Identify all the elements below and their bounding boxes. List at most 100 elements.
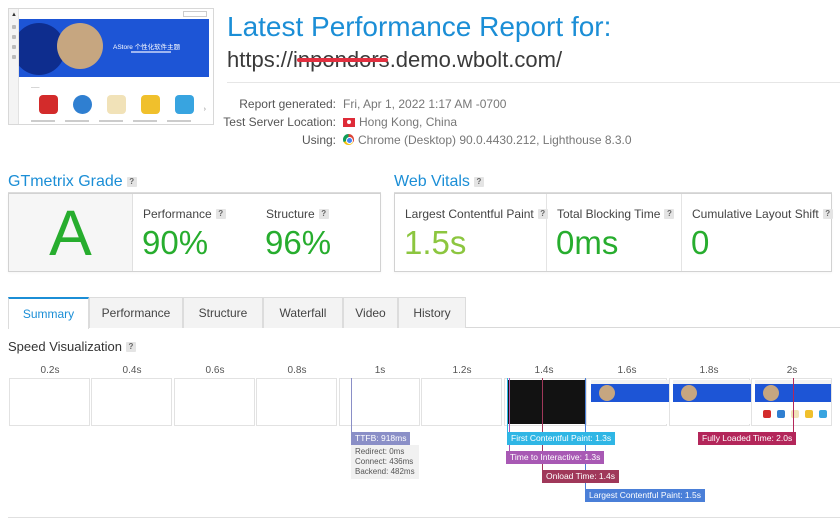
report-meta: Report generated: Fri, Apr 1, 2022 1:17 … (200, 96, 840, 150)
lcp-value: 1.5s (404, 224, 467, 261)
ttfb-breakdown: Redirect: 0ms Connect: 436ms Backend: 48… (351, 445, 419, 479)
tbt-vital: Total Blocking Time? 0ms (546, 194, 681, 271)
onload-marker[interactable]: Onload Time: 1.4s (542, 470, 619, 483)
thumbnail-hero-text: AStore 个性化软件主题 (113, 44, 181, 51)
timeline-tick: 0.6s (205, 365, 225, 376)
performance-score: Performance? 90% (133, 194, 256, 271)
tab-summary[interactable]: Summary (8, 297, 89, 329)
meta-key: Test Server Location: (223, 115, 336, 129)
structure-score: Structure? 96% (256, 194, 380, 271)
cls-vital: Cumulative Layout Shift? 0 (681, 194, 833, 271)
lcp-vital: Largest Contentful Paint? 1.5s (395, 194, 548, 271)
meta-value: Hong Kong, China (359, 115, 458, 129)
report-url[interactable]: https://inpondors .demo.wbolt.com/ (227, 47, 562, 73)
thumbnail-app-icons (39, 95, 194, 114)
url-prefix: https:// (227, 47, 294, 72)
meta-value-wrap: Chrome (Desktop) 90.0.4430.212, Lighthou… (343, 133, 632, 147)
thumbnail-hero-banner: AStore 个性化软件主题 (19, 19, 209, 77)
timeline-tick: 2s (786, 365, 798, 376)
filmstrip-frame[interactable] (421, 378, 502, 426)
timeline-tick: 1.6s (617, 365, 637, 376)
cls-help-icon[interactable]: ? (822, 209, 833, 219)
meta-report-generated: Report generated: Fri, Apr 1, 2022 1:17 … (200, 96, 840, 114)
thumbnail-next-arrow-icon: › (203, 106, 206, 113)
meta-key: Using: (301, 133, 336, 147)
web-vitals-heading: Web Vitals? (394, 173, 484, 191)
structure-value: 96% (265, 224, 332, 261)
thumbnail-section-label: ─── (31, 85, 40, 90)
vitals-help-icon[interactable]: ? (473, 177, 484, 187)
page-screenshot-thumbnail[interactable]: ▲ AStore 个性化软件主题 ─── › (8, 8, 214, 125)
meta-key: Report generated: (239, 97, 336, 111)
ttfb-redirect: Redirect: 0ms (355, 447, 405, 456)
cls-value: 0 (691, 224, 710, 261)
timeline-tick: 0.2s (40, 365, 60, 376)
lcp-help-icon[interactable]: ? (537, 209, 548, 219)
report-title: Latest Performance Report for: (227, 11, 612, 42)
lcp-marker[interactable]: Largest Contentful Paint: 1.5s (585, 489, 705, 502)
filmstrip-screenshot (673, 380, 751, 424)
tab-video[interactable]: Video (343, 297, 398, 328)
web-vitals-panel: Largest Contentful Paint? 1.5s Total Blo… (394, 193, 833, 272)
tti-marker[interactable]: Time to Interactive: 1.3s (506, 451, 605, 464)
tab-structure[interactable]: Structure (183, 297, 263, 328)
bottom-divider (8, 517, 840, 518)
thumbnail-search-box (183, 11, 207, 17)
redaction-strike (297, 58, 388, 62)
tbt-help-icon[interactable]: ? (664, 209, 675, 219)
tab-history[interactable]: History (398, 297, 466, 328)
filmstrip-frame[interactable] (256, 378, 337, 426)
thumbnail-logo-icon: ▲ (11, 12, 17, 18)
timeline-tick: 1.8s (699, 365, 719, 376)
meta-value: Chrome (Desktop) 90.0.4430.212, Lighthou… (358, 133, 632, 147)
url-suffix: .demo.wbolt.com/ (389, 47, 563, 72)
ttfb-line (351, 378, 352, 432)
timeline-tick: 1s (374, 365, 386, 376)
hong-kong-flag-icon (343, 118, 355, 127)
fully-loaded-marker[interactable]: Fully Loaded Time: 2.0s (698, 432, 797, 445)
performance-label: Performance? (143, 207, 226, 221)
filmstrip-frame[interactable] (339, 378, 420, 426)
performance-value: 90% (142, 224, 209, 261)
gtmetrix-grade-heading: GTmetrix Grade? (8, 173, 137, 191)
filmstrip-frame[interactable] (174, 378, 255, 426)
url-redacted-part: inpondors (293, 47, 390, 72)
tab-waterfall[interactable]: Waterfall (263, 297, 343, 328)
grade-badge: A (9, 194, 133, 271)
speed-help-icon[interactable]: ? (125, 342, 136, 352)
meta-server-location: Test Server Location: Hong Kong, China (200, 114, 840, 132)
header-divider (227, 82, 840, 83)
tab-performance[interactable]: Performance (89, 297, 183, 328)
filmstrip-frame[interactable] (91, 378, 172, 426)
report-tabs: Summary Performance Structure Waterfall … (8, 297, 840, 329)
meta-value: Fri, Apr 1, 2022 1:17 AM -0700 (343, 97, 507, 111)
meta-using: Using: Chrome (Desktop) 90.0.4430.212, L… (200, 132, 840, 150)
vitals-heading-divider (394, 192, 832, 193)
filmstrip-screenshot (591, 380, 669, 424)
gtmetrix-grade-panel: A Performance? 90% Structure? 96% (8, 193, 381, 272)
tti-line (509, 378, 510, 451)
ttfb-marker[interactable]: TTFB: 918ms (351, 432, 411, 445)
tbt-value: 0ms (556, 224, 619, 261)
chrome-icon (343, 134, 354, 145)
filmstrip-frame[interactable] (9, 378, 90, 426)
ttfb-backend: Backend: 482ms (355, 467, 415, 476)
fcp-marker[interactable]: First Contentful Paint: 1.3s (507, 432, 616, 445)
structure-label: Structure? (266, 207, 329, 221)
thumbnail-sidebar: ▲ (9, 9, 19, 124)
timeline-tick: 0.8s (287, 365, 307, 376)
grade-heading-divider (8, 192, 381, 193)
timeline-tick: 1.4s (534, 365, 554, 376)
structure-help-icon[interactable]: ? (318, 209, 329, 219)
cls-label: Cumulative Layout Shift? (692, 207, 833, 221)
fully-loaded-line (793, 378, 794, 432)
timeline-tick: 0.4s (122, 365, 142, 376)
timeline-tick: 1.2s (452, 365, 472, 376)
ttfb-connect: Connect: 436ms (355, 457, 414, 466)
meta-value-wrap: Hong Kong, China (343, 115, 457, 129)
performance-help-icon[interactable]: ? (215, 209, 226, 219)
speed-visualization-heading: Speed Visualization? (8, 339, 136, 354)
fcp-line (507, 378, 508, 432)
filmstrip-screenshot-blank (508, 380, 586, 424)
grade-help-icon[interactable]: ? (126, 177, 137, 187)
